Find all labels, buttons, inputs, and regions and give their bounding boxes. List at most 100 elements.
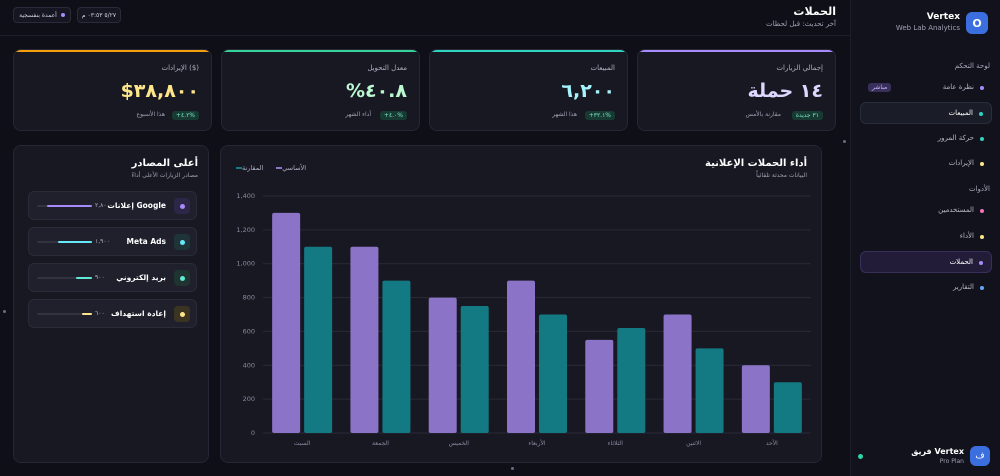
- avatar: ف: [970, 446, 990, 466]
- team-switcher[interactable]: ف فريق Vertex Pro Plan: [858, 446, 990, 468]
- sidebar-item-performance[interactable]: الأداء: [860, 226, 992, 248]
- edge-handle-dot[interactable]: [3, 310, 6, 313]
- splitter-dot[interactable]: [843, 140, 846, 143]
- bar-primary[interactable]: [428, 297, 457, 433]
- bar-comparison[interactable]: [460, 306, 489, 433]
- sidebar-item-overview[interactable]: نظرة عامة مباشر: [860, 77, 992, 99]
- sidebar-item-label: الحملات: [949, 258, 973, 266]
- kpi-card-revenue[interactable]: الإيرادات ($) $٣٨,٨٠٠ +٤.٢% هذا الأسبوع: [13, 49, 212, 131]
- kpi-card-visits[interactable]: إجمالي الزيارات ١٤ حملة ٣١ جديدة مقارنة …: [637, 49, 836, 131]
- kpi-note: هذا الشهر: [552, 111, 577, 118]
- kpi-chip: ٣١ جديدة: [791, 111, 823, 120]
- kpi-note: أداء الشهر: [345, 111, 371, 118]
- team-plan: Pro Plan: [939, 458, 964, 465]
- sidebar-item-label: التقارير: [952, 283, 974, 291]
- dot-icon: [179, 203, 185, 209]
- bar-primary[interactable]: [585, 339, 614, 433]
- live-badge: مباشر: [868, 83, 892, 92]
- sidebar: O Vertex Web Lab Analytics لوحة التحكم ن…: [850, 0, 1000, 476]
- kpi-value: %٤٠.٨: [345, 80, 407, 102]
- sidebar-item-traffic[interactable]: حركة المرور: [860, 128, 992, 150]
- source-value: ٦٠٠: [95, 310, 105, 317]
- sidebar-item-label: الإيرادات: [948, 159, 974, 167]
- y-tick-label: 1,400: [236, 192, 255, 200]
- y-tick-label: 600: [243, 327, 255, 335]
- bar-primary[interactable]: [663, 314, 692, 434]
- kpi-note: مقارنة بالأمس: [745, 111, 781, 118]
- theme-button-label: أعمدة بنفسجية: [19, 11, 57, 19]
- sidebar-item-label: المبيعات: [948, 109, 973, 117]
- brand-name: Vertex: [926, 12, 960, 22]
- source-progress: [37, 313, 92, 315]
- bar-comparison[interactable]: [617, 328, 646, 433]
- dot-icon: [980, 235, 984, 239]
- bar-primary[interactable]: [507, 280, 535, 433]
- kpi-chip: +٤.٠%: [379, 111, 407, 120]
- source-row-google[interactable]: إعلانات Google ٢,٨٠٠: [28, 191, 197, 220]
- bar-primary[interactable]: [741, 365, 770, 433]
- kpi-label: إجمالي الزيارات: [776, 64, 823, 72]
- bar-primary[interactable]: [350, 246, 379, 433]
- sidebar-item-campaigns[interactable]: الحملات: [860, 251, 992, 273]
- legend-swatch: [236, 167, 242, 169]
- bar-comparison[interactable]: [695, 348, 724, 433]
- chart-subtitle: البيانات محدثة تلقائياً: [756, 172, 807, 179]
- bar-comparison[interactable]: [773, 382, 802, 433]
- source-progress-fill: [57, 241, 92, 243]
- dot-icon: [980, 162, 984, 166]
- bar-comparison[interactable]: [539, 314, 567, 434]
- kpi-label: المبيعات: [590, 64, 615, 72]
- source-value: ٢,٨٠٠: [95, 202, 110, 209]
- source-progress: [37, 277, 92, 279]
- kpi-card-sales[interactable]: المبيعات ٦,٢٠٠ +٣٢.١% هذا الشهر: [429, 49, 628, 131]
- source-value: ٩٠٠: [95, 274, 105, 281]
- kpi-card-conversion[interactable]: معدل التحويل %٤٠.٨ +٤.٠% أداء الشهر: [221, 49, 420, 131]
- dot-icon: [179, 239, 185, 245]
- source-icon: [174, 270, 190, 286]
- bar-comparison[interactable]: [382, 280, 411, 433]
- source-icon: [174, 234, 190, 250]
- source-row-meta[interactable]: Meta Ads ١,٩٠٠: [28, 227, 197, 256]
- x-tick-label: الاثنين: [686, 440, 701, 447]
- kpi-label: معدل التحويل: [367, 64, 407, 72]
- source-row-email[interactable]: بريد إلكتروني ٩٠٠: [28, 263, 197, 292]
- scroll-indicator-dot: [511, 467, 514, 470]
- theme-button[interactable]: أعمدة بنفسجية: [13, 7, 71, 23]
- dot-icon: [980, 209, 984, 213]
- dot-icon: [179, 311, 185, 317]
- sidebar-item-reports[interactable]: التقارير: [860, 277, 992, 299]
- source-row-retargeting[interactable]: إعادة استهداف ٦٠٠: [28, 299, 197, 328]
- x-tick-label: الثلاثاء: [608, 440, 624, 447]
- nav-section-tools: الأدوات: [969, 185, 990, 193]
- chart-title: أداء الحملات الإعلانية: [705, 158, 807, 169]
- sidebar-item-sales[interactable]: المبيعات: [860, 102, 992, 124]
- x-tick-label: الجمعة: [372, 440, 389, 447]
- dot-icon: [980, 137, 984, 141]
- brand-logo-icon: O: [966, 12, 988, 34]
- sidebar-item-revenue[interactable]: الإيرادات: [860, 153, 992, 175]
- source-progress-fill: [75, 277, 92, 279]
- palette-dot-icon: [60, 13, 65, 17]
- source-progress-fill: [46, 205, 92, 207]
- source-name: إعادة استهداف: [111, 309, 166, 318]
- source-icon: [174, 198, 190, 214]
- sidebar-item-users[interactable]: المستخدمين: [860, 200, 992, 222]
- bar-primary[interactable]: [272, 212, 301, 433]
- source-icon: [174, 306, 190, 322]
- legend-item-primary[interactable]: الأساسي: [273, 164, 306, 172]
- legend-label: المقارنة: [242, 164, 264, 172]
- kpi-chip: +٣٢.١%: [584, 111, 615, 120]
- brand[interactable]: O Vertex Web Lab Analytics: [858, 12, 988, 34]
- date-button[interactable]: ٥/٢٧ ٠٣:٥٣ م: [77, 7, 121, 23]
- page-header: الحملات آخر تحديث: قبل لحظات ٥/٢٧ ٠٣:٥٣ …: [0, 0, 850, 36]
- bar-comparison[interactable]: [304, 246, 333, 433]
- y-tick-label: 1,200: [236, 226, 255, 234]
- legend-item-comparison[interactable]: المقارنة: [233, 164, 263, 172]
- card-accent: [14, 50, 211, 52]
- chart-legend: المقارنة الأساسي: [233, 164, 306, 172]
- team-name: فريق Vertex: [911, 447, 964, 456]
- x-tick-label: الأربعاء: [528, 439, 546, 447]
- y-tick-label: 400: [243, 361, 255, 369]
- card-accent: [638, 50, 835, 52]
